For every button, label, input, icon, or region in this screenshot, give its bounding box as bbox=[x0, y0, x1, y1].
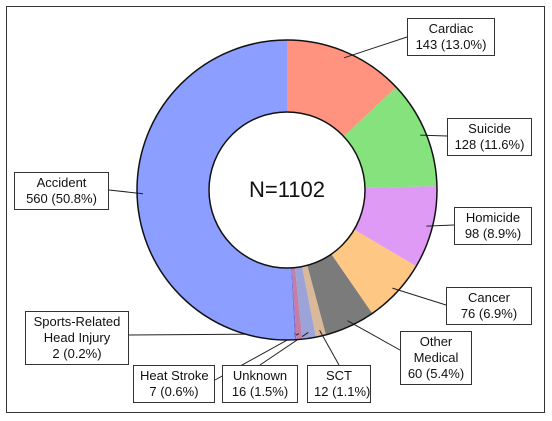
leader-line bbox=[347, 320, 401, 351]
label-sports-related-head-injury: Sports-Related Head Injury 2 (0.2%) bbox=[25, 311, 129, 365]
label-heat-stroke: Heat Stroke 7 (0.6%) bbox=[133, 365, 215, 403]
slice-accident bbox=[136, 40, 295, 340]
label-cancer: Cancer 76 (6.9%) bbox=[446, 287, 532, 325]
slice-other-medical bbox=[307, 254, 373, 335]
center-label: N=1102 bbox=[248, 177, 326, 202]
slice-unknown bbox=[294, 266, 316, 340]
leader-line bbox=[343, 36, 408, 59]
leader-line bbox=[426, 224, 455, 227]
leader-line bbox=[420, 134, 448, 137]
label-sct: SCT 12 (1.1%) bbox=[307, 365, 371, 403]
leader-line bbox=[392, 287, 447, 306]
label-suicide: Suicide 128 (11.6%) bbox=[447, 118, 532, 156]
slice-cancer bbox=[331, 229, 417, 314]
inner-hole bbox=[208, 111, 366, 269]
slice-sports-related-head-injury bbox=[291, 267, 297, 340]
slice-suicide bbox=[343, 87, 437, 188]
label-cardiac: Cardiac 143 (13.0%) bbox=[407, 18, 495, 56]
outer-ring bbox=[136, 39, 438, 341]
slice-sct bbox=[302, 265, 326, 338]
label-accident: Accident 560 (50.8%) bbox=[14, 172, 109, 210]
label-other-medical: Other Medical 60 (5.4%) bbox=[400, 331, 472, 385]
slice-cardiac bbox=[287, 40, 397, 137]
slice-homicide bbox=[354, 186, 437, 267]
label-unknown: Unknown 16 (1.5%) bbox=[222, 365, 298, 403]
slice-heat-stroke bbox=[291, 267, 303, 340]
label-homicide: Homicide 98 (8.9%) bbox=[454, 207, 532, 245]
